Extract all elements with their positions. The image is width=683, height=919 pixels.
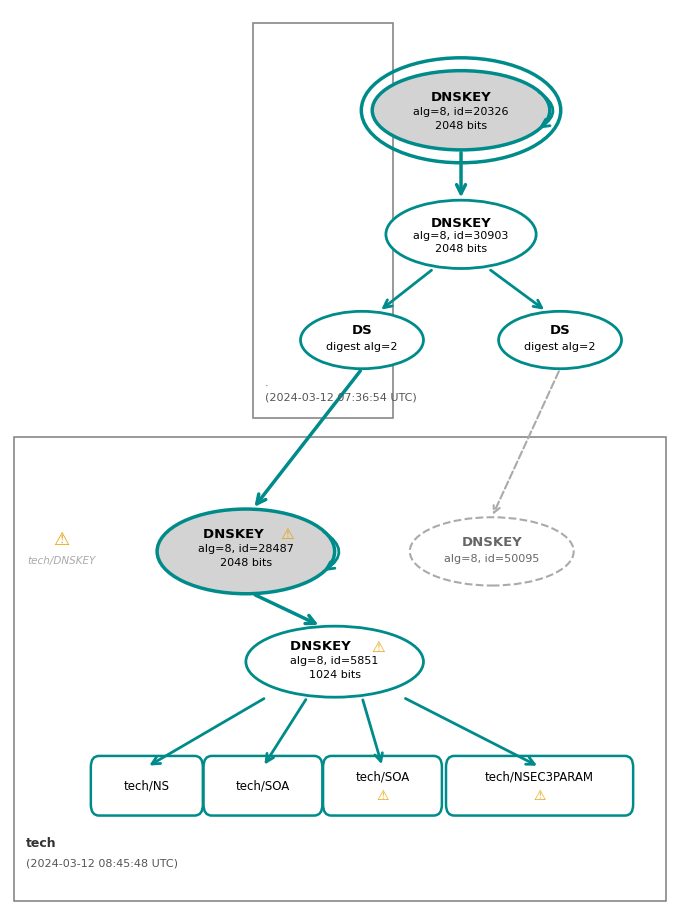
Ellipse shape — [301, 312, 423, 369]
FancyArrowPatch shape — [539, 92, 553, 127]
Text: alg=8, id=20326: alg=8, id=20326 — [413, 108, 509, 117]
Text: ⚠: ⚠ — [533, 789, 546, 803]
Ellipse shape — [386, 200, 536, 268]
Text: tech: tech — [26, 837, 57, 850]
Text: (2024-03-12 08:45:48 UTC): (2024-03-12 08:45:48 UTC) — [26, 859, 178, 868]
Text: tech/SOA: tech/SOA — [236, 779, 290, 792]
Text: ⚠: ⚠ — [376, 789, 389, 803]
Bar — [253, 23, 393, 418]
FancyBboxPatch shape — [446, 756, 633, 815]
FancyArrowPatch shape — [324, 532, 339, 570]
Text: tech/DNSKEY: tech/DNSKEY — [27, 556, 96, 565]
Text: alg=8, id=28487: alg=8, id=28487 — [198, 544, 294, 553]
FancyBboxPatch shape — [204, 756, 322, 815]
Text: DS: DS — [352, 324, 372, 337]
Text: 1024 bits: 1024 bits — [309, 670, 361, 679]
Text: digest alg=2: digest alg=2 — [525, 343, 596, 352]
Ellipse shape — [499, 312, 622, 369]
Bar — [14, 437, 666, 901]
Text: ⚠: ⚠ — [371, 640, 385, 654]
Text: DS: DS — [550, 324, 570, 337]
Ellipse shape — [246, 626, 423, 698]
Text: DNSKEY: DNSKEY — [431, 91, 491, 104]
Text: DNSKEY: DNSKEY — [462, 536, 522, 549]
Ellipse shape — [410, 517, 574, 585]
Text: alg=8, id=50095: alg=8, id=50095 — [444, 554, 540, 563]
Text: 2048 bits: 2048 bits — [220, 559, 272, 568]
Text: alg=8, id=5851: alg=8, id=5851 — [290, 656, 379, 665]
Text: alg=8, id=30903: alg=8, id=30903 — [413, 232, 509, 241]
Text: ⚠: ⚠ — [280, 528, 294, 542]
Ellipse shape — [372, 71, 550, 150]
Text: .: . — [265, 379, 268, 388]
Text: ⚠: ⚠ — [53, 531, 70, 550]
Text: 2048 bits: 2048 bits — [435, 244, 487, 254]
Text: 2048 bits: 2048 bits — [435, 121, 487, 130]
Text: DNSKEY: DNSKEY — [431, 217, 491, 230]
Text: digest alg=2: digest alg=2 — [326, 343, 398, 352]
Text: DNSKEY: DNSKEY — [290, 641, 355, 653]
Text: DNSKEY: DNSKEY — [203, 528, 268, 541]
FancyBboxPatch shape — [323, 756, 442, 815]
FancyBboxPatch shape — [91, 756, 203, 815]
Text: tech/SOA: tech/SOA — [355, 771, 410, 784]
Text: tech/NSEC3PARAM: tech/NSEC3PARAM — [485, 771, 594, 784]
Text: (2024-03-12 07:36:54 UTC): (2024-03-12 07:36:54 UTC) — [265, 393, 417, 403]
Text: tech/NS: tech/NS — [124, 779, 170, 792]
Ellipse shape — [157, 509, 335, 594]
